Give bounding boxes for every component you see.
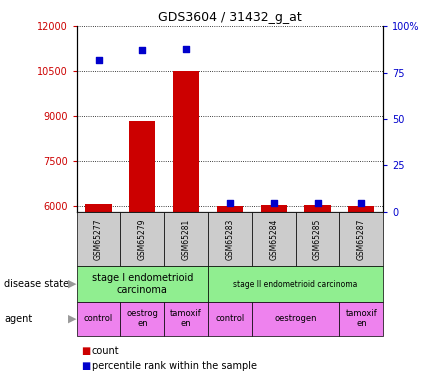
Bar [252, 212, 296, 266]
Text: GSM65279: GSM65279 [138, 218, 147, 260]
Point [358, 200, 365, 206]
Text: GSM65281: GSM65281 [182, 218, 191, 259]
Bar [120, 302, 164, 336]
Bar [77, 302, 120, 336]
Bar [208, 266, 383, 302]
Text: GSM65287: GSM65287 [357, 218, 366, 260]
Bar [261, 205, 287, 212]
Text: control: control [84, 314, 113, 323]
Bar [77, 266, 208, 302]
Bar [208, 302, 252, 336]
Title: GDS3604 / 31432_g_at: GDS3604 / 31432_g_at [158, 11, 302, 24]
Bar [252, 302, 339, 336]
Text: ■: ■ [81, 361, 90, 370]
Text: control: control [215, 314, 244, 323]
Bar [208, 212, 252, 266]
Bar [339, 212, 383, 266]
Bar [296, 212, 339, 266]
Text: oestrogen: oestrogen [274, 314, 317, 323]
Text: tamoxif
en: tamoxif en [346, 309, 377, 328]
Bar [173, 71, 199, 212]
Text: ▶: ▶ [68, 314, 76, 324]
Point [270, 200, 277, 206]
Text: tamoxif
en: tamoxif en [170, 309, 202, 328]
Bar [164, 212, 208, 266]
Text: count: count [92, 346, 120, 355]
Text: GSM65285: GSM65285 [313, 218, 322, 260]
Point [226, 200, 233, 206]
Text: oestrog
en: oestrog en [127, 309, 158, 328]
Point [139, 47, 146, 53]
Text: percentile rank within the sample: percentile rank within the sample [92, 361, 257, 370]
Bar [77, 212, 120, 266]
Point [183, 45, 190, 51]
Text: stage II endometrioid carcinoma: stage II endometrioid carcinoma [233, 280, 358, 289]
Bar [339, 302, 383, 336]
Text: stage I endometrioid
carcinoma: stage I endometrioid carcinoma [92, 273, 193, 295]
Text: agent: agent [4, 314, 32, 324]
Bar [85, 204, 112, 212]
Bar [217, 206, 243, 212]
Bar [129, 120, 155, 212]
Bar [304, 206, 331, 212]
Bar [120, 212, 164, 266]
Bar [164, 302, 208, 336]
Text: ■: ■ [81, 346, 90, 355]
Text: disease state: disease state [4, 279, 70, 289]
Point [95, 57, 102, 63]
Text: GSM65284: GSM65284 [269, 218, 278, 260]
Text: ▶: ▶ [68, 279, 76, 289]
Point [314, 200, 321, 206]
Text: GSM65277: GSM65277 [94, 218, 103, 260]
Bar [348, 206, 374, 212]
Text: GSM65283: GSM65283 [226, 218, 234, 260]
